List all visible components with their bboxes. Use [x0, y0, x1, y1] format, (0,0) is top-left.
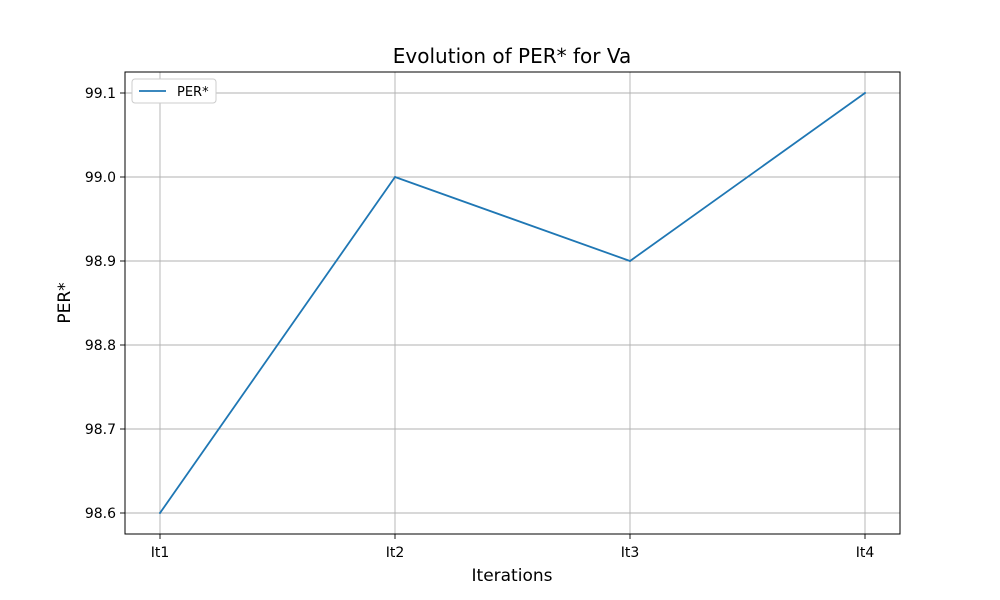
data-point: [629, 260, 631, 262]
x-tick-label: It1: [151, 545, 170, 561]
series-line: [159, 92, 866, 514]
plot-frame: [124, 71, 901, 535]
x-axis-label: Iterations: [472, 566, 553, 586]
data-point: [159, 512, 161, 514]
legend-label: PER*: [177, 85, 209, 100]
y-tick-label: 98.6: [85, 506, 116, 522]
data-point: [394, 176, 396, 178]
x-tick-label: It2: [386, 545, 405, 561]
y-tick-label: 99.1: [85, 86, 116, 102]
legend-box: [131, 78, 217, 104]
legend: PER*: [131, 78, 217, 104]
y-tick-label: 99.0: [85, 170, 116, 186]
y-tick-label: 98.9: [85, 254, 116, 270]
y-tick-label: 98.7: [85, 422, 116, 438]
series-layer: [159, 92, 866, 514]
grid: [125, 72, 900, 534]
chart-title: Evolution of PER* for Va: [393, 44, 631, 68]
x-tick-label: It3: [621, 545, 640, 561]
y-tick-label: 98.8: [85, 338, 116, 354]
x-tick-label: It4: [856, 545, 875, 561]
x-ticks: It1 It2 It3 It4: [151, 534, 875, 561]
y-ticks: 98.6 98.7 98.8 98.9 99.0 99.1: [85, 86, 125, 522]
y-axis-label: PER*: [55, 282, 75, 323]
data-point: [864, 92, 866, 94]
